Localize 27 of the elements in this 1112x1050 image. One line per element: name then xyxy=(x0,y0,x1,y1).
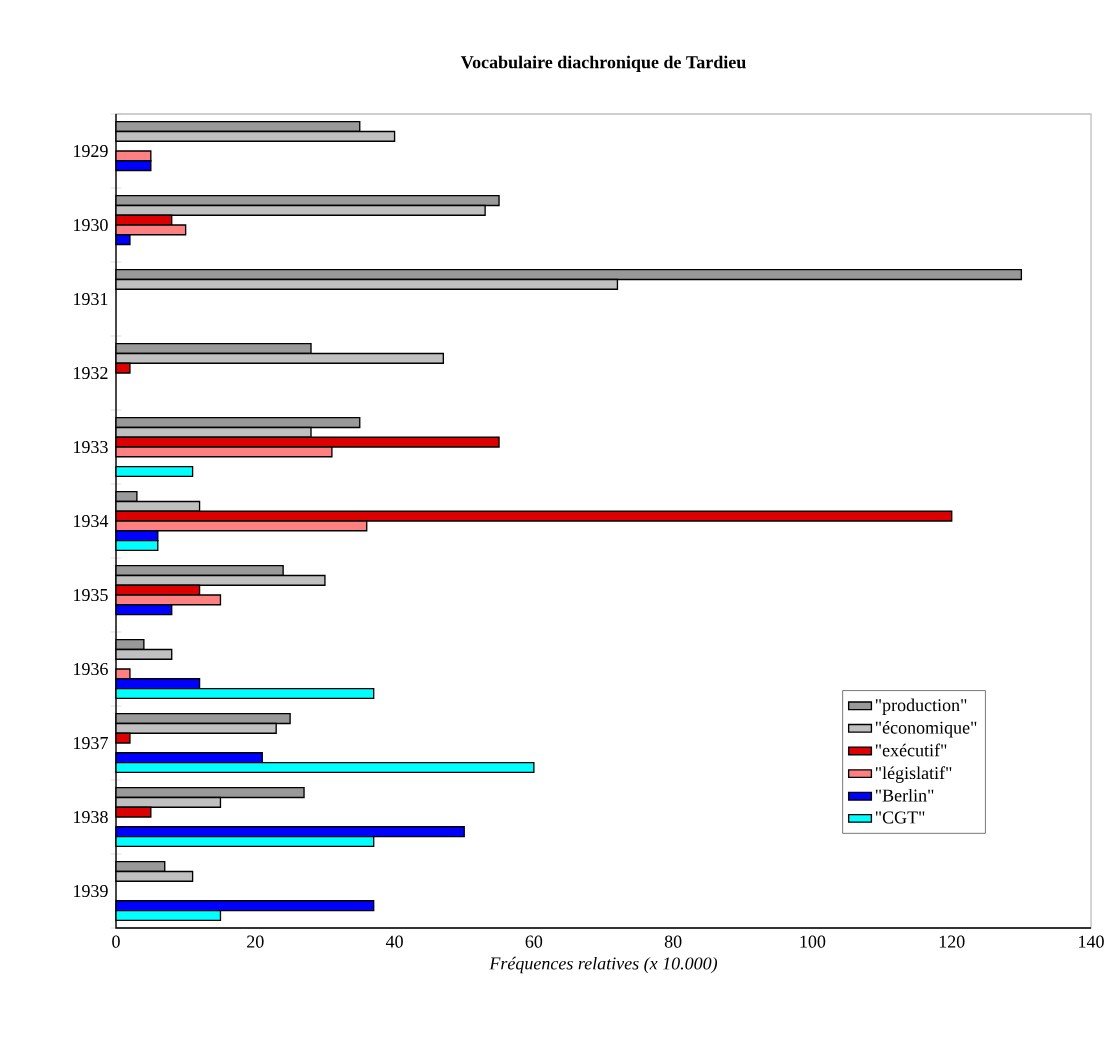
legend-label: "production" xyxy=(875,698,967,715)
y-tick-label: 1932 xyxy=(74,366,108,380)
y-tick-label: 1929 xyxy=(74,144,108,158)
x-tick-label: 80 xyxy=(664,935,682,948)
y-tick-label: 1930 xyxy=(74,218,108,232)
y-tick-label: 1931 xyxy=(74,292,108,306)
legend-label: "exécutif" xyxy=(875,743,947,757)
x-tick-label: 0 xyxy=(112,935,120,948)
y-tick-label: 1938 xyxy=(74,810,108,824)
y-tick-label: 1933 xyxy=(74,440,108,454)
x-tick-label: 60 xyxy=(525,935,543,948)
x-tick-label: 100 xyxy=(800,935,826,948)
y-tick-label: 1937 xyxy=(74,736,108,750)
x-tick-label: 40 xyxy=(385,935,403,948)
y-tick-label: 1939 xyxy=(74,884,108,898)
x-tick-label: 20 xyxy=(247,935,264,948)
legend-label: "CGT" xyxy=(875,811,925,824)
y-tick-label: 1934 xyxy=(74,514,109,528)
legend-label: "Berlin" xyxy=(875,788,934,802)
chart-title: Vocabulaire diachronique de Tardieu xyxy=(460,55,746,72)
legend-label: "législatif" xyxy=(875,766,952,783)
y-tick-label: 1935 xyxy=(74,588,108,602)
x-tick-label: 120 xyxy=(939,935,965,948)
x-axis-title: Fréquences relatives (x 10.000) xyxy=(489,956,718,974)
y-tick-label: 1936 xyxy=(74,662,108,676)
x-tick-label: 140 xyxy=(1079,935,1104,948)
legend-label: "économique" xyxy=(875,721,977,738)
